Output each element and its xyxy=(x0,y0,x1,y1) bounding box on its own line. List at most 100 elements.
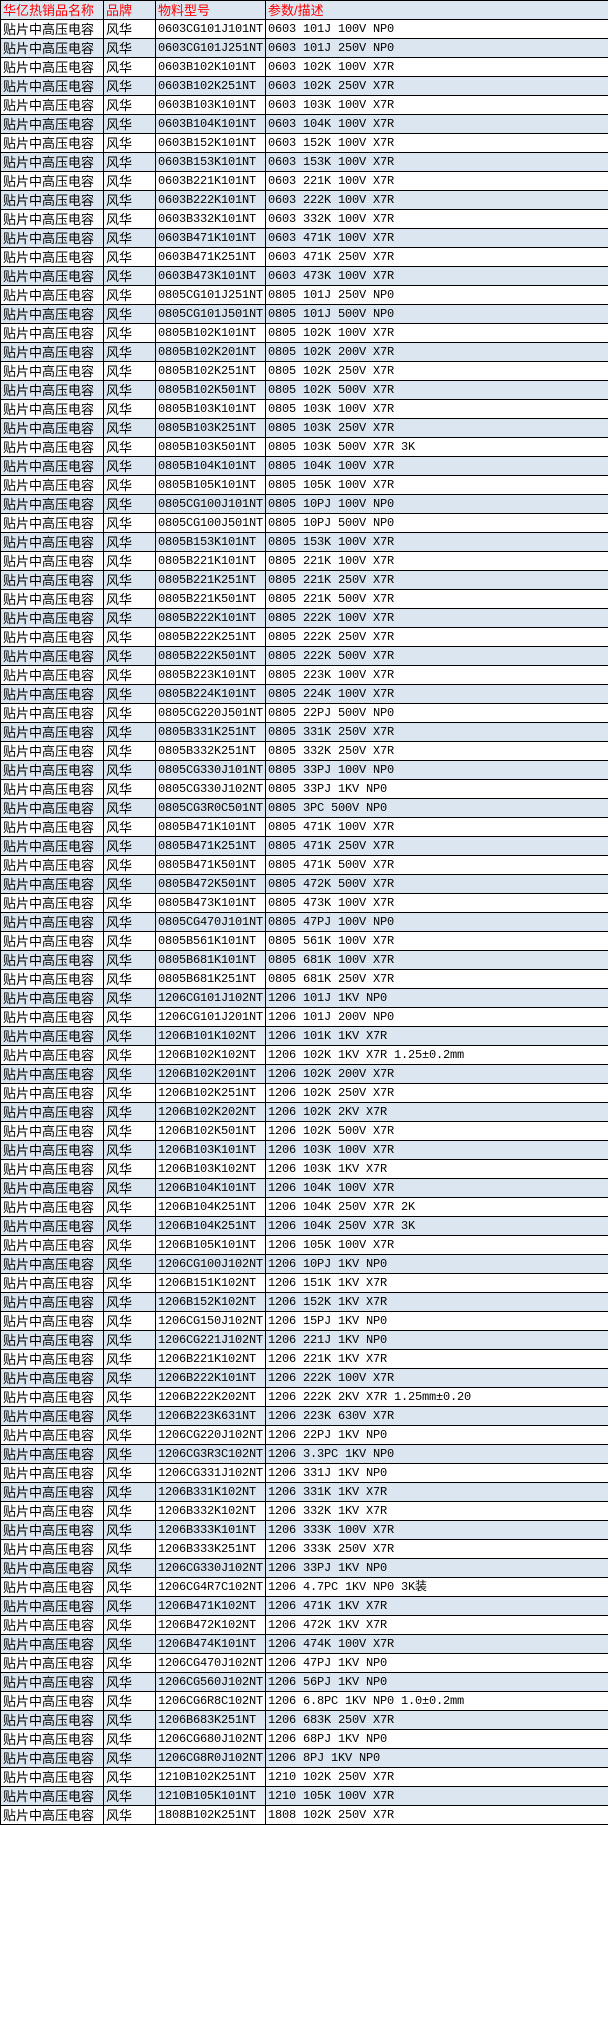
cell-model-number: 1206B104K251NT xyxy=(155,1216,266,1236)
cell-brand: 风华 xyxy=(103,456,156,476)
cell-product-name: 贴片中高压电容 xyxy=(0,665,104,685)
cell-description: 0805 224K 100V X7R xyxy=(265,684,608,704)
cell-description: 0805 105K 100V X7R xyxy=(265,475,608,495)
cell-brand: 风华 xyxy=(103,1558,156,1578)
cell-brand: 风华 xyxy=(103,1425,156,1445)
cell-brand: 风华 xyxy=(103,228,156,248)
cell-model-number: 1206CG100J102NT xyxy=(155,1254,266,1274)
cell-product-name: 贴片中高压电容 xyxy=(0,1767,104,1787)
cell-description: 1206 104K 100V X7R xyxy=(265,1178,608,1198)
cell-product-name: 贴片中高压电容 xyxy=(0,1216,104,1236)
table-row: 贴片中高压电容 风华 0603B103K101NT 0603 103K 100V X7… xyxy=(0,95,608,115)
cell-brand: 风华 xyxy=(103,988,156,1008)
cell-brand: 风华 xyxy=(103,608,156,628)
cell-model-number: 1206B102K201NT xyxy=(155,1064,266,1084)
cell-product-name: 贴片中高压电容 xyxy=(0,1710,104,1730)
cell-model-number: 1206CG470J102NT xyxy=(155,1653,266,1673)
cell-description: 0805 47PJ 100V NP0 xyxy=(265,912,608,932)
table-row: 贴片中高压电容 风华 1206CG470J102NT 1206 47PJ 1KV NP… xyxy=(0,1653,608,1673)
cell-description: 1206 222K 100V X7R xyxy=(265,1368,608,1388)
cell-description: 1210 102K 250V X7R xyxy=(265,1767,608,1787)
cell-model-number: 0603B221K101NT xyxy=(155,171,266,191)
cell-product-name: 贴片中高压电容 xyxy=(0,304,104,324)
table-row: 贴片中高压电容 风华 1206B222K101NT 1206 222K 100V X7… xyxy=(0,1368,608,1388)
cell-description: 1206 102K 250V X7R xyxy=(265,1083,608,1103)
cell-model-number: 0805B471K101NT xyxy=(155,817,266,837)
cell-model-number: 0805B102K251NT xyxy=(155,361,266,381)
cell-product-name: 贴片中高压电容 xyxy=(0,646,104,666)
cell-description: 1206 33PJ 1KV NP0 xyxy=(265,1558,608,1578)
cell-model-number: 1206B104K251NT xyxy=(155,1197,266,1217)
cell-model-number: 0603CG101J101NT xyxy=(155,19,266,39)
cell-model-number: 1206B103K101NT xyxy=(155,1140,266,1160)
table-row: 贴片中高压电容 风华 0805CG330J101NT 0805 33PJ 100V N… xyxy=(0,760,608,780)
cell-model-number: 0805B105K101NT xyxy=(155,475,266,495)
cell-product-name: 贴片中高压电容 xyxy=(0,1007,104,1027)
cell-product-name: 贴片中高压电容 xyxy=(0,874,104,894)
cell-product-name: 贴片中高压电容 xyxy=(0,380,104,400)
cell-brand: 风华 xyxy=(103,38,156,58)
cell-brand: 风华 xyxy=(103,171,156,191)
cell-product-name: 贴片中高压电容 xyxy=(0,209,104,229)
cell-description: 1206 47PJ 1KV NP0 xyxy=(265,1653,608,1673)
cell-brand: 风华 xyxy=(103,1178,156,1198)
cell-product-name: 贴片中高压电容 xyxy=(0,1653,104,1673)
cell-model-number: 1206B333K251NT xyxy=(155,1539,266,1559)
cell-description: 0603 221K 100V X7R xyxy=(265,171,608,191)
table-row: 贴片中高压电容 风华 1206B151K102NT 1206 151K 1KV X7R xyxy=(0,1273,608,1293)
cell-model-number: 0805B222K101NT xyxy=(155,608,266,628)
cell-description: 1206 333K 100V X7R xyxy=(265,1520,608,1540)
cell-brand: 风华 xyxy=(103,1273,156,1293)
cell-product-name: 贴片中高压电容 xyxy=(0,361,104,381)
cell-model-number: 1206B102K251NT xyxy=(155,1083,266,1103)
cell-product-name: 贴片中高压电容 xyxy=(0,779,104,799)
cell-product-name: 贴片中高压电容 xyxy=(0,684,104,704)
cell-brand: 风华 xyxy=(103,1577,156,1597)
cell-brand: 风华 xyxy=(103,1406,156,1426)
cell-brand: 风华 xyxy=(103,532,156,552)
table-row: 贴片中高压电容 风华 0805B103K501NT 0805 103K 500V X7… xyxy=(0,437,608,457)
cell-product-name: 贴片中高压电容 xyxy=(0,114,104,134)
cell-description: 0805 10PJ 100V NP0 xyxy=(265,494,608,514)
cell-product-name: 贴片中高压电容 xyxy=(0,1577,104,1597)
cell-brand: 风华 xyxy=(103,570,156,590)
cell-product-name: 贴片中高压电容 xyxy=(0,1140,104,1160)
table-row: 贴片中高压电容 风华 0805B223K101NT 0805 223K 100V X7… xyxy=(0,665,608,685)
table-row: 贴片中高压电容 风华 1206CG100J102NT 1206 10PJ 1KV NP… xyxy=(0,1254,608,1274)
table-row: 贴片中高压电容 风华 0603CG101J251NT 0603 101J 250V N… xyxy=(0,38,608,58)
cell-model-number: 0805B471K501NT xyxy=(155,855,266,875)
table-row: 贴片中高压电容 风华 0805B224K101NT 0805 224K 100V X7… xyxy=(0,684,608,704)
cell-brand: 风华 xyxy=(103,931,156,951)
cell-product-name: 贴片中高压电容 xyxy=(0,171,104,191)
cell-description: 1206 101K 1KV X7R xyxy=(265,1026,608,1046)
table-row: 贴片中高压电容 风华 1206CG6R8C102NT 1206 6.8PC 1KV N… xyxy=(0,1691,608,1711)
table-row: 贴片中高压电容 风华 1206B471K102NT 1206 471K 1KV X7R xyxy=(0,1596,608,1616)
cell-description: 1206 222K 2KV X7R 1.25mm±0.20 xyxy=(265,1387,608,1407)
cell-description: 0805 222K 100V X7R xyxy=(265,608,608,628)
cell-brand: 风华 xyxy=(103,1387,156,1407)
cell-product-name: 贴片中高压电容 xyxy=(0,1520,104,1540)
table-row: 贴片中高压电容 风华 0603B152K101NT 0603 152K 100V X7… xyxy=(0,133,608,153)
cell-brand: 风华 xyxy=(103,1805,156,1825)
cell-model-number: 0805B222K501NT xyxy=(155,646,266,666)
cell-model-number: 0603B102K101NT xyxy=(155,57,266,77)
cell-product-name: 贴片中高压电容 xyxy=(0,1558,104,1578)
cell-brand: 风华 xyxy=(103,912,156,932)
cell-description: 0805 332K 250V X7R xyxy=(265,741,608,761)
cell-brand: 风华 xyxy=(103,1786,156,1806)
cell-description: 1206 8PJ 1KV NP0 xyxy=(265,1748,608,1768)
table-row: 贴片中高压电容 风华 0805B221K251NT 0805 221K 250V X7… xyxy=(0,570,608,590)
cell-model-number: 0603B153K101NT xyxy=(155,152,266,172)
cell-product-name: 贴片中高压电容 xyxy=(0,570,104,590)
header-row: 华亿热销品名称 品牌 物料型号 参数/描述 xyxy=(0,0,608,20)
cell-description: 0805 22PJ 500V NP0 xyxy=(265,703,608,723)
cell-product-name: 贴片中高压电容 xyxy=(0,1786,104,1806)
cell-brand: 风华 xyxy=(103,798,156,818)
cell-product-name: 贴片中高压电容 xyxy=(0,1805,104,1825)
cell-product-name: 贴片中高压电容 xyxy=(0,456,104,476)
cell-brand: 风华 xyxy=(103,209,156,229)
cell-model-number: 1206B222K101NT xyxy=(155,1368,266,1388)
cell-model-number: 0805B221K501NT xyxy=(155,589,266,609)
cell-brand: 风华 xyxy=(103,703,156,723)
cell-model-number: 0805B224K101NT xyxy=(155,684,266,704)
